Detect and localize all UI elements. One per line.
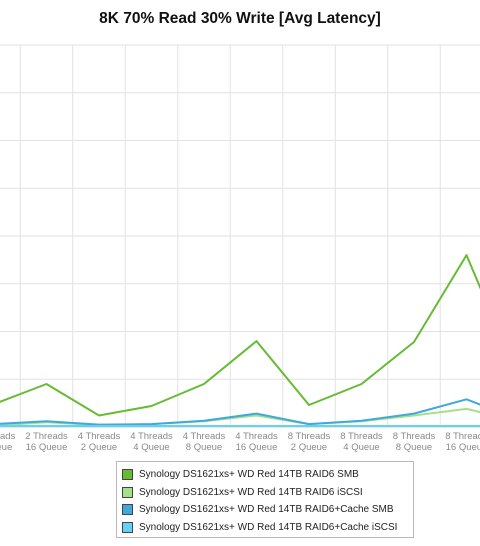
- series-line-1: [0, 254, 480, 417]
- legend-swatch-1: [122, 469, 133, 481]
- legend-item-2[interactable]: Synology DS1621xs+ WD Red 14TB RAID6 iSC…: [122, 484, 413, 502]
- legend: Synology DS1621xs+ WD Red 14TB RAID6 SMB…: [116, 461, 414, 538]
- legend-item-3[interactable]: Synology DS1621xs+ WD Red 14TB RAID6+Cac…: [122, 501, 413, 519]
- legend-label-3: Synology DS1621xs+ WD Red 14TB RAID6+Cac…: [139, 504, 394, 516]
- legend-label-4: Synology DS1621xs+ WD Red 14TB RAID6+Cac…: [139, 521, 398, 533]
- x-tick-label: 4 Threads 8 Queue: [183, 431, 226, 453]
- legend-item-1[interactable]: Synology DS1621xs+ WD Red 14TB RAID6 SMB: [122, 466, 413, 484]
- chart-title: 8K 70% Read 30% Write [Avg Latency]: [99, 10, 381, 27]
- x-tick-label: 4 Threads 4 Queue: [130, 431, 173, 453]
- x-tick-label: 4 Threads 16 Queue: [235, 431, 278, 453]
- x-tick-label: 4 Threads 2 Queue: [78, 431, 121, 453]
- legend-swatch-4: [122, 521, 133, 533]
- legend-swatch-2: [122, 486, 133, 498]
- series-layer: [0, 254, 480, 427]
- grid-layer: [0, 44, 480, 428]
- x-tick-label: 2 Threads 16 Queue: [25, 431, 68, 453]
- x-tick-label: 8 Threads 4 Queue: [340, 431, 383, 453]
- legend-label-2: Synology DS1621xs+ WD Red 14TB RAID6 iSC…: [139, 486, 363, 498]
- x-tick-label: 8 Threads 8 Queue: [393, 431, 436, 453]
- series-line-3: [0, 398, 480, 426]
- x-tick-label: 8 Threads 2 Queue: [288, 431, 331, 453]
- legend-item-4[interactable]: Synology DS1621xs+ WD Red 14TB RAID6+Cac…: [122, 519, 413, 537]
- legend-swatch-3: [122, 504, 133, 516]
- legend-label-1: Synology DS1621xs+ WD Red 14TB RAID6 SMB: [139, 469, 359, 481]
